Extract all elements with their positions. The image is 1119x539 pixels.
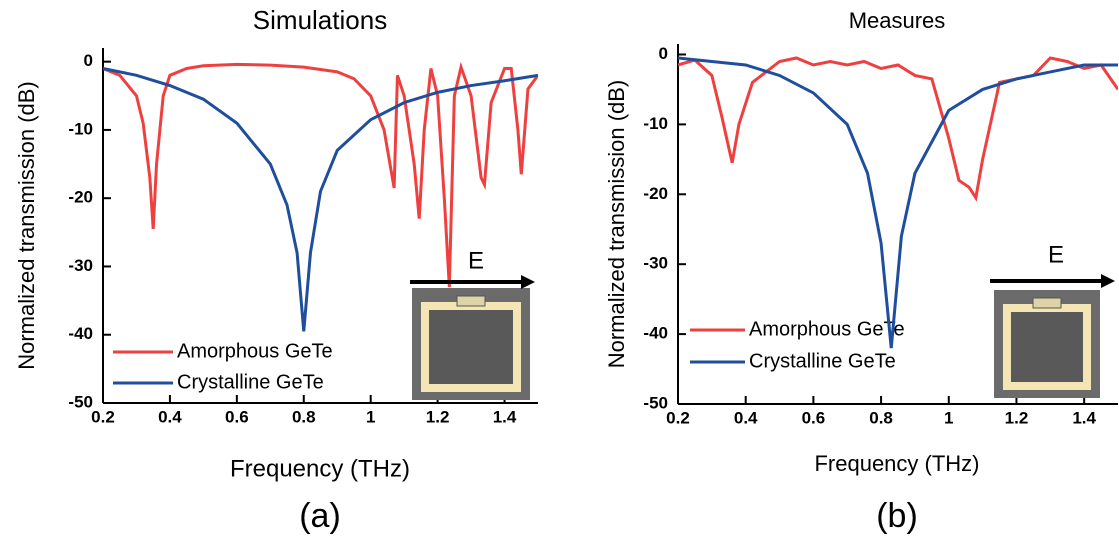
legend-label: Amorphous GeTe — [749, 318, 905, 340]
inset-gap — [1032, 297, 1062, 309]
x-tick-label: 1.2 — [426, 407, 450, 426]
field-label: E — [1048, 241, 1064, 268]
chart-title: Measures — [849, 8, 946, 33]
y-tick-label: -10 — [68, 119, 93, 138]
y-tick-label: -40 — [68, 324, 93, 343]
y-axis-label: Normalized transmission (dB) — [14, 81, 39, 370]
x-tick-label: 0.6 — [225, 407, 249, 426]
legend-label: Crystalline GeTe — [177, 371, 324, 393]
x-axis-label: Frequency (THz) — [230, 455, 410, 482]
x-tick-label: 0.8 — [869, 408, 893, 427]
x-tick-label: 1.2 — [1005, 408, 1029, 427]
x-tick-label: 0.2 — [91, 407, 115, 426]
x-tick-label: 1.4 — [1072, 408, 1096, 427]
y-axis-label: Normalized transmission (dB) — [604, 80, 629, 369]
y-tick-label: -10 — [643, 114, 668, 133]
x-tick-label: 0.4 — [734, 408, 758, 427]
y-tick-label: -20 — [68, 188, 93, 207]
field-arrow-head — [521, 275, 535, 289]
caption: (a) — [299, 497, 341, 535]
caption: (b) — [876, 497, 918, 535]
series-line — [103, 67, 538, 332]
inset-center — [1011, 312, 1083, 382]
field-arrow-head — [1101, 274, 1115, 288]
x-tick-label: 0.8 — [292, 407, 316, 426]
chart-title: Simulations — [253, 5, 387, 35]
y-tick-label: 0 — [84, 51, 93, 70]
field-label: E — [468, 247, 484, 274]
legend-label: Crystalline GeTe — [749, 350, 896, 372]
inset-center — [429, 310, 513, 384]
x-tick-label: 0.4 — [158, 407, 182, 426]
y-tick-label: 0 — [659, 44, 668, 63]
legend-label: Amorphous GeTe — [177, 340, 333, 362]
inset-gap — [456, 295, 486, 307]
y-tick-label: -40 — [643, 324, 668, 343]
series-line — [678, 56, 1118, 349]
x-tick-label: 0.6 — [802, 408, 826, 427]
y-tick-label: -50 — [68, 392, 93, 411]
x-tick-label: 0.2 — [666, 408, 690, 427]
x-tick-label: 1.4 — [493, 407, 517, 426]
series-line — [103, 61, 538, 288]
y-tick-label: -20 — [643, 184, 668, 203]
x-tick-label: 1 — [944, 408, 953, 427]
x-tick-label: 1 — [366, 407, 375, 426]
series-line — [678, 56, 1118, 202]
y-tick-label: -30 — [643, 254, 668, 273]
x-axis-label: Frequency (THz) — [814, 451, 979, 476]
y-tick-label: -30 — [68, 256, 93, 275]
y-tick-label: -50 — [643, 393, 668, 412]
